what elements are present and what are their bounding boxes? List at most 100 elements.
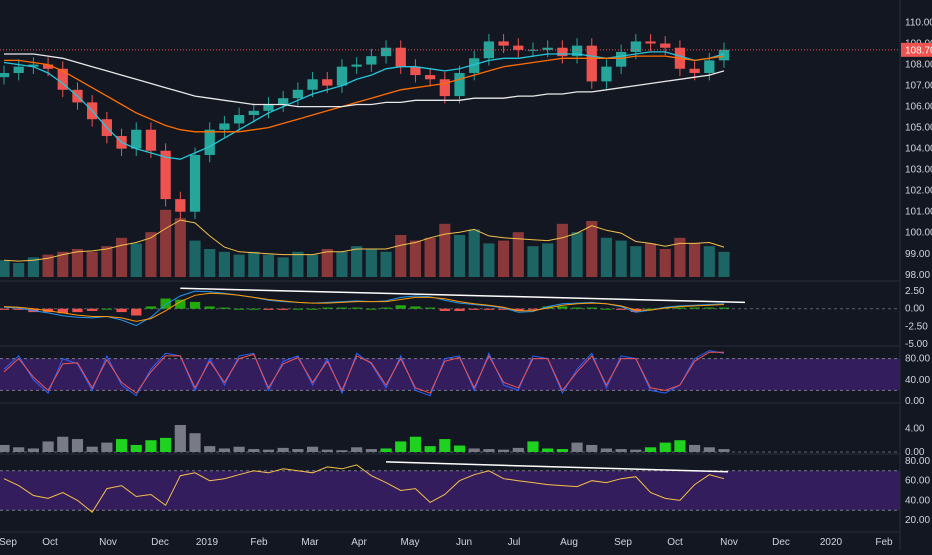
candle-body <box>601 66 612 82</box>
macd-histogram-bar <box>292 308 304 310</box>
volume-bar <box>42 254 54 277</box>
volume-bar <box>703 246 715 277</box>
macd-histogram-bar <box>439 308 450 311</box>
volume-bar <box>262 254 275 277</box>
macd-histogram-bar <box>263 308 274 310</box>
candle-body <box>322 79 333 86</box>
macd-histogram-bar <box>0 308 10 310</box>
stoch-band <box>0 358 900 391</box>
candle-body <box>513 45 524 50</box>
time-axis-label: Nov <box>99 537 117 548</box>
macd-histogram-bar <box>101 308 112 310</box>
volume-bar <box>439 223 451 277</box>
price-axis-label: 102.00 <box>905 186 932 197</box>
macd-histogram-bar <box>616 308 627 310</box>
volume-bar <box>644 243 657 277</box>
candle-body <box>380 47 392 57</box>
time-axis-label: 2019 <box>196 537 219 548</box>
volume-bar <box>248 251 260 277</box>
volume-bar <box>101 246 113 277</box>
stoch-axis-label: 40.00 <box>905 375 930 386</box>
time-axis-label: Feb <box>875 537 893 548</box>
macd-histogram-bar <box>718 307 730 309</box>
rsi-band <box>0 470 900 511</box>
volume-bar <box>630 246 642 277</box>
candle-body <box>0 72 10 78</box>
volume-bar <box>57 251 69 277</box>
macd-histogram-bar <box>57 308 68 314</box>
histo-bar <box>483 449 495 452</box>
histo-bar <box>145 440 157 452</box>
macd-histogram-bar <box>483 308 495 310</box>
macd-histogram-bar <box>248 308 259 310</box>
macd-histogram-bar <box>424 307 436 309</box>
time-axis-label: Oct <box>42 537 58 548</box>
volume-bar <box>380 251 392 277</box>
stoch-axis-label: 80.00 <box>905 354 930 365</box>
current-price-tag <box>901 42 932 57</box>
volume-bar <box>453 235 466 277</box>
time-axis-label: May <box>401 537 420 548</box>
histo-bar <box>86 446 98 452</box>
macd-histogram-bar <box>704 307 715 309</box>
macd-histogram-bar <box>454 308 465 311</box>
candle-body <box>424 75 436 80</box>
macd-histogram-bar <box>498 308 509 310</box>
volume-bar <box>336 251 348 277</box>
macd-histogram-bar <box>72 308 83 313</box>
rsi-trendline <box>386 461 729 473</box>
candle-body <box>13 66 24 73</box>
volume-bar <box>145 232 157 277</box>
volume-bar <box>189 240 201 277</box>
time-axis-label: Aug <box>560 537 578 548</box>
price-axis-label: 98.00 <box>905 270 930 281</box>
volume-bar <box>130 243 142 277</box>
candle-body <box>145 129 157 151</box>
histo-bar <box>321 449 333 452</box>
candle-body <box>189 154 201 212</box>
histo-bar <box>174 424 186 452</box>
volume-bar <box>586 221 598 277</box>
macd-histogram-bar <box>160 298 171 309</box>
histo-bar <box>498 449 510 452</box>
histo-bar <box>13 447 25 452</box>
histo-bar <box>689 444 701 452</box>
macd-histogram-bar <box>586 307 597 309</box>
histo-bar <box>336 450 348 452</box>
candle-body <box>278 98 289 105</box>
macd-histogram-bar <box>13 308 24 310</box>
rsi-axis-label: 80.00 <box>905 456 930 467</box>
price-axis-label: 103.00 <box>905 165 932 176</box>
histo-bar <box>630 449 642 452</box>
macd-histogram-bar <box>322 307 333 309</box>
histo-bar <box>409 436 422 452</box>
candle-body <box>483 41 495 59</box>
candle-body <box>689 68 700 73</box>
stoch-axis-label: 0.00 <box>905 396 925 407</box>
time-axis-label: Oct <box>667 537 683 548</box>
histo-bar <box>189 433 201 452</box>
time-axis-label: Nov <box>720 537 738 548</box>
histo-bar <box>527 441 539 452</box>
histo-bar <box>395 441 407 452</box>
candle-body <box>42 64 54 69</box>
histo-bar <box>71 439 84 452</box>
histo-bar <box>453 445 466 452</box>
candle-body <box>557 47 568 57</box>
volume-bar <box>321 249 333 277</box>
candle-body <box>410 66 421 76</box>
histo-bar <box>600 448 613 452</box>
current-price-label: 108.70 <box>905 45 932 56</box>
histo-bar <box>556 449 568 452</box>
histo-bar <box>718 449 730 452</box>
volume-bar <box>27 257 39 277</box>
volume-bar <box>277 257 289 277</box>
price-axis-label: 105.00 <box>905 123 932 134</box>
macd-histogram-bar <box>307 308 318 310</box>
histo-bar <box>703 447 715 452</box>
histo-bar <box>130 444 142 452</box>
histo-bar <box>42 441 54 452</box>
volume-bar <box>409 240 422 277</box>
